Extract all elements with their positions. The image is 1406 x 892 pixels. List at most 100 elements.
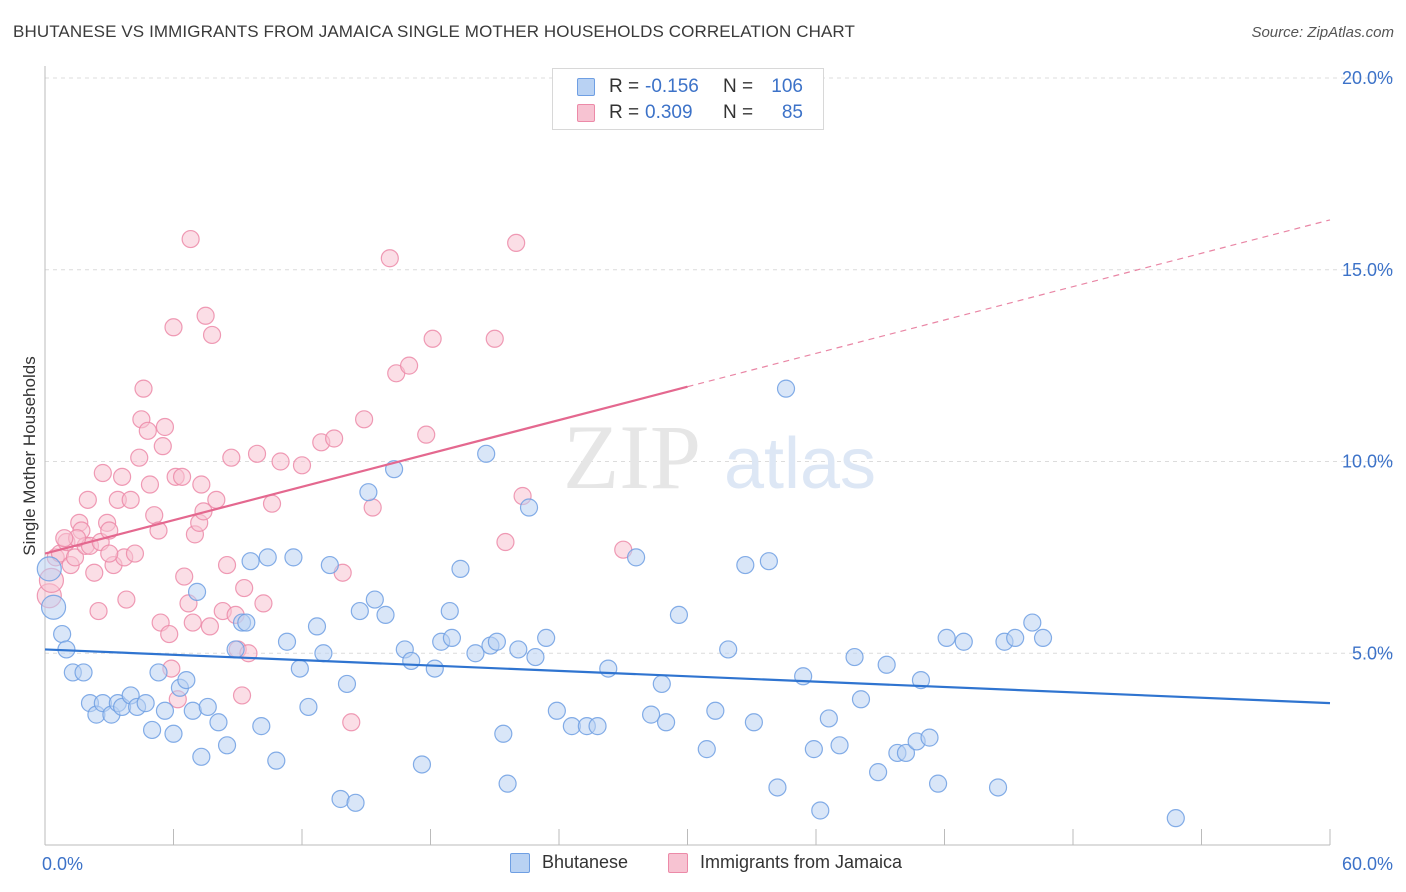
- trend-line-bhutanese: [44, 648, 1331, 705]
- point-bhutanese: [136, 694, 155, 713]
- point-bhutanese: [896, 743, 916, 763]
- point-jamaica: [496, 532, 515, 552]
- point-jamaica: [65, 548, 85, 567]
- point-bhutanese: [217, 736, 237, 755]
- point-bhutanese: [155, 701, 175, 720]
- point-bhutanese: [845, 647, 864, 667]
- point-bhutanese: [920, 728, 939, 747]
- point-bhutanese: [911, 670, 931, 690]
- point-bhutanese: [869, 763, 888, 782]
- point-bhutanese: [1033, 628, 1053, 648]
- point-bhutanese: [337, 674, 357, 694]
- point-bhutanese: [1006, 628, 1025, 648]
- point-bhutanese: [669, 605, 689, 625]
- point-bhutanese: [290, 659, 309, 678]
- point-bhutanese: [819, 709, 838, 728]
- legend-row-jamaica: R = 0.309 N = 85: [577, 100, 803, 126]
- legend-item-bhutanese[interactable]: Bhutanese: [510, 852, 628, 873]
- point-jamaica: [247, 444, 267, 463]
- point-bhutanese: [776, 379, 796, 398]
- point-jamaica: [262, 494, 282, 513]
- n-value: 85: [781, 102, 803, 123]
- grid-lines: [45, 77, 1393, 654]
- point-jamaica: [155, 417, 175, 437]
- point-bhutanese: [641, 705, 661, 724]
- point-jamaica: [153, 437, 172, 456]
- point-bhutanese: [526, 647, 545, 667]
- y-tick-label: 5.0%: [1352, 643, 1393, 663]
- point-jamaica: [93, 463, 112, 483]
- point-jamaica: [417, 425, 436, 444]
- point-bhutanese: [1023, 613, 1042, 632]
- point-jamaica: [292, 456, 312, 475]
- point-bhutanese: [988, 778, 1008, 797]
- point-bhutanese: [198, 697, 217, 717]
- r-value: -0.156: [645, 76, 699, 97]
- point-bhutanese: [442, 628, 462, 648]
- source-label: Source: ZipAtlas.com: [1251, 24, 1394, 41]
- point-bhutanese: [706, 701, 725, 720]
- point-bhutanese: [314, 644, 333, 663]
- point-jamaica: [181, 229, 200, 249]
- point-jamaica: [130, 448, 149, 467]
- point-bhutanese: [719, 640, 738, 659]
- point-jamaica: [271, 452, 290, 471]
- point-bhutanese: [768, 778, 787, 797]
- point-bhutanese: [350, 601, 369, 621]
- point-bhutanese: [183, 701, 202, 720]
- point-bhutanese: [1166, 809, 1185, 828]
- point-bhutanese: [937, 628, 956, 648]
- point-jamaica: [78, 490, 97, 509]
- point-jamaica: [125, 544, 145, 563]
- point-bhutanese: [509, 640, 528, 659]
- point-jamaica: [196, 306, 215, 325]
- point-bhutanese: [744, 713, 763, 732]
- point-jamaica: [175, 567, 194, 586]
- point-bhutanese: [258, 548, 277, 567]
- point-bhutanese: [851, 690, 871, 709]
- point-bhutanese: [425, 659, 444, 678]
- point-bhutanese: [284, 548, 303, 567]
- chart-title: BHUTANESE VS IMMIGRANTS FROM JAMAICA SIN…: [13, 22, 855, 41]
- legend-item-jamaica[interactable]: Immigrants from Jamaica: [668, 852, 902, 873]
- point-jamaica: [254, 594, 273, 613]
- point-bhutanese: [277, 632, 297, 651]
- legend-swatch-pink: [577, 104, 595, 122]
- axes: [44, 66, 1331, 846]
- point-jamaica: [145, 506, 164, 525]
- point-bhutanese: [36, 556, 62, 582]
- point-jamaica: [55, 529, 74, 548]
- legend-swatch-blue: [510, 852, 530, 873]
- point-bhutanese: [498, 774, 517, 793]
- point-bhutanese: [187, 582, 207, 601]
- point-bhutanese: [466, 644, 485, 663]
- point-bhutanese: [40, 594, 67, 620]
- point-bhutanese: [487, 632, 506, 651]
- point-bhutanese: [226, 640, 245, 659]
- point-jamaica: [399, 356, 419, 375]
- point-bhutanese: [177, 670, 196, 690]
- y-tick-label: 15.0%: [1342, 260, 1393, 280]
- trend-lines: [44, 219, 1331, 705]
- point-bhutanese: [697, 740, 716, 759]
- point-jamaica: [342, 713, 361, 732]
- legend-label-jamaica: Immigrants from Jamaica: [700, 852, 903, 872]
- point-jamaica: [134, 379, 153, 398]
- point-bhutanese: [928, 774, 948, 793]
- legend-row-bhutanese: R = -0.156 N = 106: [577, 74, 803, 100]
- point-bhutanese: [519, 498, 539, 517]
- point-jamaica: [140, 475, 160, 494]
- legend-swatch-blue: [577, 78, 595, 96]
- point-bhutanese: [267, 751, 286, 770]
- point-bhutanese: [588, 717, 607, 736]
- series-jamaica-points: [36, 229, 633, 732]
- point-bhutanese: [494, 724, 513, 743]
- point-jamaica: [200, 617, 220, 636]
- point-jamaica: [380, 249, 399, 268]
- point-jamaica: [85, 563, 104, 582]
- point-bhutanese: [192, 747, 211, 766]
- point-jamaica: [363, 498, 382, 517]
- point-bhutanese: [331, 789, 350, 809]
- point-jamaica: [160, 624, 179, 644]
- point-jamaica: [507, 233, 526, 253]
